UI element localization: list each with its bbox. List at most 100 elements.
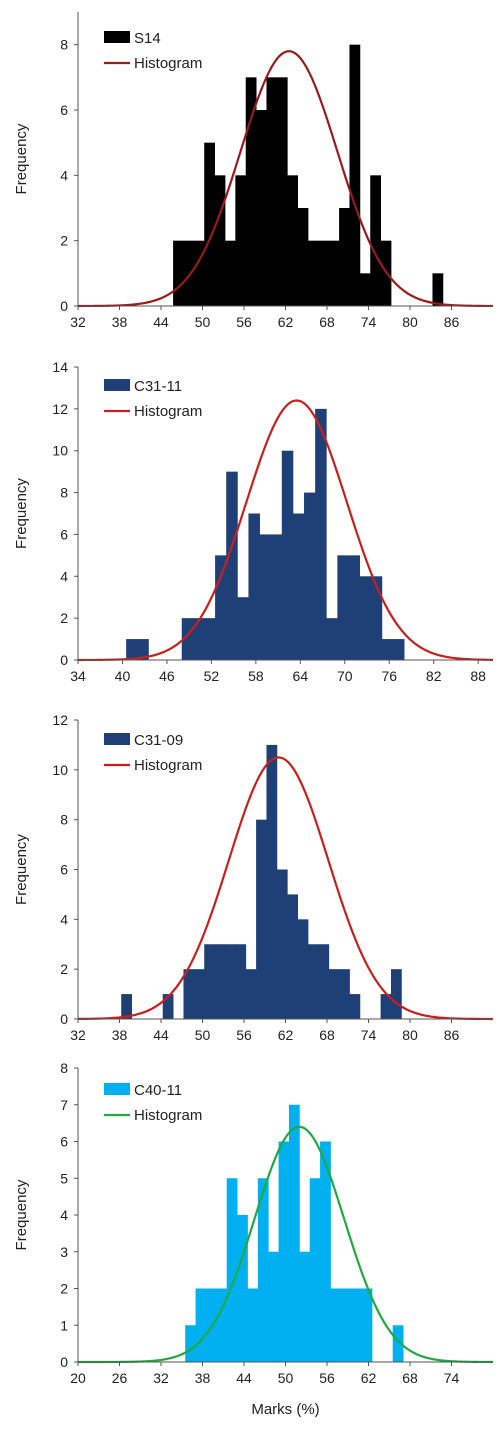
histogram-bar [370, 175, 382, 306]
histogram-bar [315, 408, 327, 660]
x-tick-label: 76 [381, 668, 397, 684]
histogram-bar [320, 1141, 331, 1362]
histogram-bar [337, 555, 349, 660]
histogram-bar [268, 1251, 279, 1362]
y-tick-label: 8 [60, 37, 68, 53]
x-tick-label: 32 [70, 1027, 86, 1043]
x-tick-label: 56 [236, 314, 252, 330]
x-tick-label: 62 [361, 1370, 377, 1386]
y-tick-label: 0 [60, 298, 68, 314]
y-tick-label: 2 [60, 1281, 68, 1297]
histogram-bar [288, 1104, 300, 1362]
histogram-bar [203, 618, 216, 660]
y-tick-label: 0 [60, 1354, 68, 1370]
x-tick-label: 56 [319, 1370, 335, 1386]
histogram-bar [270, 534, 283, 660]
legend-bar-swatch [104, 379, 130, 391]
x-tick-label: 44 [153, 314, 169, 330]
x-tick-label: 50 [195, 1027, 211, 1043]
histogram-bar [224, 240, 236, 306]
y-tick-label: 4 [60, 167, 68, 183]
histogram-bar [349, 994, 361, 1019]
histogram-bar [259, 534, 272, 660]
y-tick-label: 8 [60, 812, 68, 828]
histogram-bar [181, 618, 194, 660]
histogram-bar [392, 1325, 404, 1362]
histogram-curve [78, 399, 494, 662]
y-tick-label: 14 [52, 359, 68, 375]
histogram-bar [287, 175, 299, 306]
bars-group [121, 744, 402, 1019]
y-tick-label: 10 [52, 443, 68, 459]
legend-bar-swatch [104, 1083, 130, 1095]
y-tick-label: 12 [52, 401, 68, 417]
x-tick-label: 62 [278, 1027, 294, 1043]
histogram-bar [307, 944, 319, 1019]
histogram-bar [326, 618, 338, 660]
x-tick-label: 68 [402, 1370, 418, 1386]
histogram-bar [292, 513, 305, 660]
x-tick-label: 50 [195, 314, 211, 330]
x-tick-label: 20 [70, 1370, 86, 1386]
legend-bars-label: C31-09 [134, 732, 183, 749]
histogram-bar [256, 819, 267, 1019]
histogram-bar [214, 175, 226, 306]
histogram-bar [328, 240, 340, 306]
x-tick-label: 38 [112, 314, 128, 330]
y-tick-label: 10 [52, 762, 68, 778]
histogram-bar [266, 77, 278, 306]
histogram-bar [361, 1288, 373, 1362]
legend-bar-swatch [104, 31, 130, 43]
histogram-bar [297, 208, 309, 306]
histogram-bar [340, 1288, 352, 1362]
histogram-bar [193, 969, 205, 1019]
x-tick-label: 44 [236, 1370, 252, 1386]
histogram-bar [226, 471, 238, 660]
histogram-bar [235, 944, 247, 1019]
x-tick-label: 86 [444, 1027, 460, 1043]
legend-curve-label: Histogram [134, 757, 202, 774]
histogram-curve [78, 1125, 494, 1364]
legend-bar-swatch [104, 733, 130, 745]
histogram-bar [348, 555, 361, 660]
legend-bars-label: C31-11 [134, 378, 182, 395]
histogram-bar [432, 273, 444, 306]
legend-curve-label: Histogram [134, 403, 202, 420]
y-tick-label: 0 [60, 652, 68, 668]
x-tick-label: 26 [112, 1370, 128, 1386]
histogram-bar [126, 639, 138, 660]
x-tick-label: 80 [402, 1027, 418, 1043]
histogram-bar [370, 576, 383, 660]
x-tick-label: 68 [319, 314, 335, 330]
x-tick-label: 74 [361, 1027, 377, 1043]
x-tick-label: 50 [278, 1370, 294, 1386]
histogram-bar [215, 555, 227, 660]
histogram-bar [224, 944, 236, 1019]
histogram-bar [339, 208, 350, 306]
histogram-bar [183, 969, 195, 1019]
x-tick-label: 32 [153, 1370, 169, 1386]
y-axis-label: Frequency [13, 834, 30, 905]
x-tick-label: 52 [204, 668, 220, 684]
y-tick-label: 12 [52, 712, 68, 728]
histogram-bar [318, 240, 330, 306]
y-axis-label: Frequency [13, 123, 30, 194]
histogram-bar [351, 1288, 362, 1362]
x-tick-label: 46 [159, 668, 175, 684]
y-tick-label: 2 [60, 233, 68, 249]
histogram-bar [257, 1178, 269, 1362]
x-tick-label: 34 [70, 668, 86, 684]
y-tick-label: 6 [60, 102, 68, 118]
histogram-bar [287, 894, 299, 1019]
histogram-bar [318, 944, 330, 1019]
histogram-bar [245, 77, 257, 306]
x-tick-label: 44 [153, 1027, 169, 1043]
histogram-bar [205, 1288, 217, 1362]
y-tick-label: 1 [60, 1317, 68, 1333]
histogram-bar [248, 513, 260, 660]
y-tick-label: 6 [60, 526, 68, 542]
